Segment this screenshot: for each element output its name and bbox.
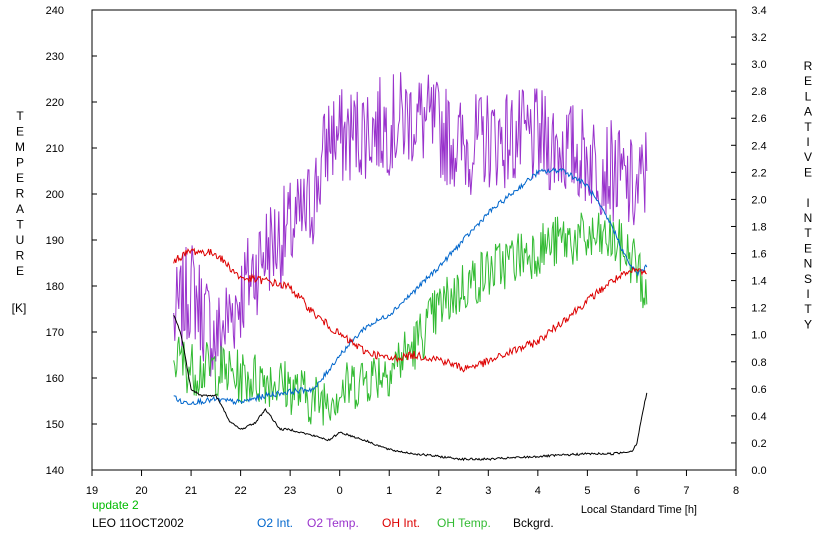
right-axis-label-letter: N	[804, 211, 813, 225]
left-axis-label-letter: U	[16, 233, 25, 247]
right-axis-label-letter: I	[806, 196, 809, 210]
right-tick-label: 2.2	[751, 167, 766, 179]
x-tick-label: 0	[337, 485, 343, 497]
left-tick-label: 190	[46, 235, 64, 247]
left-tick-label: 150	[46, 419, 64, 431]
legend-entry: O2 Int.	[257, 516, 293, 530]
left-tick-label: 170	[46, 327, 64, 339]
right-axis-label-letter: E	[804, 165, 812, 179]
left-tick-label: 220	[46, 97, 64, 109]
left-tick-label: 240	[46, 5, 64, 17]
left-axis-label-letter: E	[16, 125, 24, 139]
right-tick-label: 0.4	[751, 411, 766, 423]
series-line-oh-temp	[173, 212, 648, 426]
left-axis-label-letter: E	[16, 264, 24, 278]
legend-entry: O2 Temp.	[307, 516, 359, 530]
right-tick-label: 1.4	[751, 276, 766, 288]
x-tick-label: 23	[284, 485, 296, 497]
plot-area	[91, 9, 737, 471]
right-tick-label: 2.8	[751, 86, 766, 98]
left-tick-label: 210	[46, 143, 64, 155]
x-tick-label: 7	[683, 485, 689, 497]
right-tick-label: 3.2	[751, 32, 766, 44]
right-axis-label-letter: A	[804, 105, 812, 119]
legend-entry: OH Temp.	[437, 516, 491, 530]
right-axis-label-letter: T	[804, 302, 812, 316]
right-tick-label: 1.2	[751, 303, 766, 315]
right-axis-label-letter: S	[804, 272, 812, 286]
x-tick-label: 3	[485, 485, 491, 497]
right-tick-label: 2.0	[751, 194, 766, 206]
x-tick-label: 21	[185, 485, 197, 497]
right-tick-label: 0.2	[751, 438, 766, 450]
legend: O2 Int. O2 Temp. OH Int. OH Temp. Bckgrd.	[257, 516, 554, 530]
left-axis-label-letter: T	[16, 109, 24, 123]
right-axis-label-letter: Y	[804, 317, 812, 331]
x-tick-label: 1	[386, 485, 392, 497]
x-tick-label: 6	[634, 485, 640, 497]
right-axis-label-letter: R	[804, 59, 813, 73]
left-tick-label: 230	[46, 51, 64, 63]
right-tick-label: 0.6	[751, 384, 766, 396]
right-tick-label: 2.4	[751, 140, 766, 152]
series-line-o2-temp	[173, 72, 648, 377]
series-layer	[173, 72, 648, 462]
left-y-axis-ticks: 140 150 160 170 180 190 200 210 220 230 240	[46, 5, 97, 477]
right-tick-label: 1.6	[751, 249, 766, 261]
right-tick-label: 3.0	[751, 59, 766, 71]
x-axis-ticks: 19 20 21 22 23 0 1 2 3 4 5 6 7 8	[86, 470, 739, 497]
series-line-oh-int	[173, 247, 647, 373]
x-axis-label: Local Standard Time [h]	[581, 504, 697, 516]
x-tick-label: 22	[234, 485, 246, 497]
left-tick-label: 140	[46, 465, 64, 477]
left-axis-label-letter: R	[16, 187, 25, 201]
left-tick-label: 200	[46, 189, 64, 201]
station-date: LEO 11OCT2002	[92, 516, 184, 530]
left-axis-unit: [K]	[12, 301, 27, 315]
right-axis-label-letter: T	[804, 226, 812, 240]
right-tick-label: 0.8	[751, 357, 766, 369]
right-axis-label-letter: E	[804, 241, 812, 255]
right-tick-label: 3.4	[751, 5, 766, 17]
legend-entry: Bckgrd.	[513, 516, 554, 530]
series-line-o2-int	[173, 167, 648, 406]
x-tick-label: 5	[584, 485, 590, 497]
left-axis-label-letter: M	[15, 140, 25, 154]
right-axis-label-letter: L	[805, 89, 812, 103]
x-tick-label: 4	[535, 485, 541, 497]
left-tick-label: 180	[46, 281, 64, 293]
left-axis-label-letter: R	[16, 249, 25, 263]
series-line-bckgrd	[173, 315, 648, 462]
right-tick-label: 0.0	[751, 465, 766, 477]
x-tick-label: 2	[436, 485, 442, 497]
right-tick-label: 1.8	[751, 221, 766, 233]
x-tick-label: 8	[733, 485, 739, 497]
right-axis-label-letter: E	[804, 74, 812, 88]
right-tick-label: 2.6	[751, 113, 766, 125]
right-axis-label-letter: N	[804, 257, 813, 271]
right-y-axis-ticks: 0.0 0.2 0.4 0.6 0.8 1.0 1.2 1.4 1.6 1.8 2.0 2.2 2.4 2…	[731, 5, 767, 477]
legend-entry: OH Int.	[382, 516, 420, 530]
x-tick-label: 20	[135, 485, 147, 497]
x-tick-label: 19	[86, 485, 98, 497]
right-tick-label: 1.0	[751, 330, 766, 342]
left-axis-label-letter: A	[16, 202, 24, 216]
right-axis-label-letter: I	[806, 135, 809, 149]
left-axis-label-letter: T	[16, 218, 24, 232]
update-note: update 2	[92, 498, 139, 512]
right-axis-label-letter: T	[804, 120, 812, 134]
left-axis-label-letter: E	[16, 171, 24, 185]
left-tick-label: 160	[46, 373, 64, 385]
right-axis-label-letter: V	[804, 150, 812, 164]
left-axis-label-letter: P	[16, 156, 24, 170]
right-axis-label-letter: I	[806, 287, 809, 301]
